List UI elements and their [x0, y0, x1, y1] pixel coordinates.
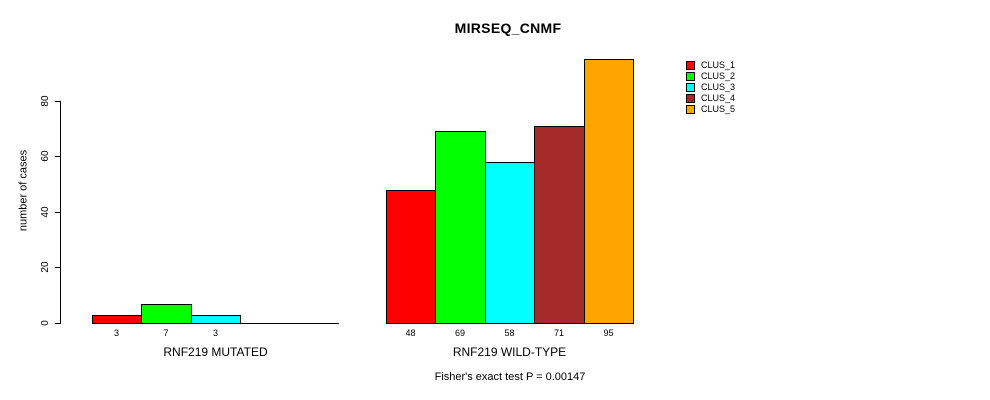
bar-clus_1-group2: [386, 190, 436, 324]
y-tick-mark: [55, 323, 60, 324]
bar-value-label: 58: [504, 328, 515, 338]
bar-clus_4-group2: [534, 126, 585, 324]
legend-item-clus_1: CLUS_1: [686, 60, 735, 71]
fisher-test-footnote: Fisher's exact test P = 0.00147: [434, 371, 586, 383]
bar-clus_3-group1: [191, 315, 241, 324]
bar-clus_2-group1: [141, 304, 192, 324]
bar-clus_2-group2: [435, 131, 486, 324]
y-tick-label: 60: [40, 150, 51, 162]
y-tick-mark: [55, 101, 60, 102]
bar-value-label: 95: [603, 328, 614, 338]
y-tick-mark: [55, 267, 60, 268]
bar-clus_3-group2: [485, 162, 535, 324]
legend-swatch-clus_4: [686, 94, 695, 103]
legend-item-clus_5: CLUS_5: [686, 104, 735, 115]
y-tick-label: 0: [40, 320, 51, 326]
group-label-2: RNF219 WILD-TYPE: [452, 345, 567, 359]
legend-item-clus_3: CLUS_3: [686, 82, 735, 93]
y-tick-label: 20: [40, 261, 51, 273]
legend-label: CLUS_1: [701, 60, 736, 70]
y-tick-label: 80: [40, 95, 51, 107]
legend-item-clus_2: CLUS_2: [686, 71, 735, 82]
bar-value-label: 48: [405, 328, 416, 338]
bar-value-label: 69: [454, 328, 465, 338]
bar-value-label: 3: [113, 328, 119, 338]
legend-item-clus_4: CLUS_4: [686, 93, 735, 104]
legend-label: CLUS_2: [701, 71, 736, 81]
legend-swatch-clus_3: [686, 83, 695, 92]
bar-clus_5-group2: [584, 59, 634, 324]
y-axis-line: [60, 101, 61, 324]
chart-title: MIRSEQ_CNMF: [454, 20, 562, 36]
legend-swatch-clus_1: [686, 61, 695, 70]
legend-label: CLUS_5: [701, 104, 736, 114]
group-label-1: RNF219 MUTATED: [163, 345, 268, 359]
y-tick-mark: [55, 212, 60, 213]
y-tick-mark: [55, 156, 60, 157]
legend-label: CLUS_3: [701, 82, 736, 92]
bar-value-label: 3: [212, 328, 218, 338]
y-tick-label: 40: [40, 206, 51, 218]
bar-clus_1-group1: [92, 315, 142, 324]
legend-swatch-clus_5: [686, 105, 695, 114]
bar-value-label: 7: [163, 328, 169, 338]
y-axis-title: number of cases: [17, 149, 30, 232]
legend-swatch-clus_2: [686, 72, 695, 81]
legend-label: CLUS_4: [701, 93, 736, 103]
bar-value-label: 71: [553, 328, 564, 338]
legend: CLUS_1 CLUS_2 CLUS_3 CLUS_4 CLUS_5: [686, 60, 735, 115]
